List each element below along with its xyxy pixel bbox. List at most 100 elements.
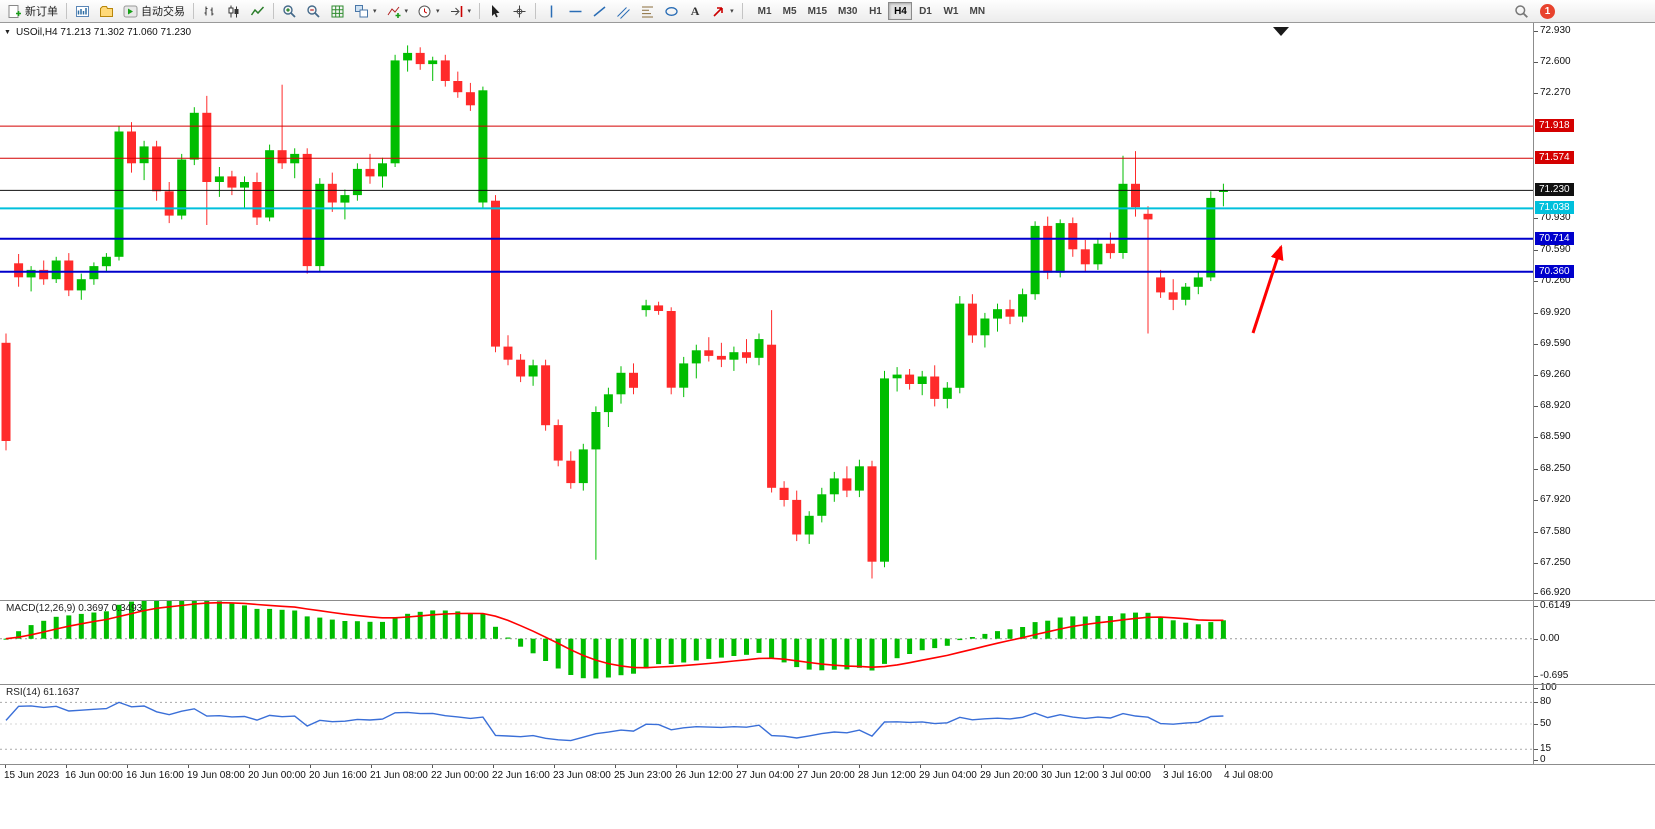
market-watch-button[interactable] — [71, 1, 94, 21]
indicators-button[interactable]: ▾ — [382, 1, 413, 21]
timeframe-d1-button[interactable]: D1 — [913, 2, 937, 20]
price-tick-label: 72.600 — [1540, 56, 1571, 67]
autotrade-button[interactable]: 自动交易 — [119, 1, 189, 21]
candlestick-chart[interactable] — [0, 23, 1533, 600]
search-button[interactable] — [1510, 2, 1533, 22]
periods-button[interactable]: ▾ — [413, 1, 444, 21]
one-click-collapse-icon[interactable]: ▼ — [4, 29, 11, 36]
timeframe-m1-button[interactable]: M1 — [753, 2, 777, 20]
grid-button[interactable] — [326, 1, 349, 21]
crosshair-icon — [512, 4, 527, 19]
tile-windows-icon — [354, 4, 369, 19]
time-axis-label: 27 Jun 20:00 — [797, 770, 855, 781]
ellipse-icon — [664, 4, 679, 19]
timeframe-h1-button[interactable]: H1 — [863, 2, 887, 20]
cursor-icon — [488, 4, 503, 19]
trendline-tool-button[interactable] — [588, 1, 611, 21]
time-axis-label: 22 Jun 16:00 — [492, 770, 550, 781]
time-axis-label: 15 Jun 2023 — [4, 770, 60, 781]
zoom-out-button[interactable] — [302, 1, 325, 21]
rsi-tick-label: 0 — [1540, 754, 1546, 765]
time-axis-label: 26 Jun 12:00 — [675, 770, 733, 781]
timeframe-m15-button[interactable]: M15 — [803, 2, 832, 20]
time-axis-label: 4 Jul 08:00 — [1224, 770, 1273, 781]
price-tick-label: 66.920 — [1540, 587, 1571, 598]
chart-symbol-label: ▼ USOil,H4 71.213 71.302 71.060 71.230 — [4, 27, 191, 38]
toolbar-separator — [741, 3, 743, 19]
toolbar-separator — [66, 3, 67, 19]
ohlc-b bars-icon — [202, 4, 217, 19]
price-tick-label: 69.590 — [1540, 338, 1571, 349]
chevron-down-icon: ▾ — [436, 7, 440, 15]
chevron-down-icon: ▾ — [730, 7, 734, 15]
channel-icon — [616, 4, 631, 19]
vertical-line-tool-button[interactable] — [540, 1, 563, 21]
new-order-icon — [7, 4, 22, 19]
text-tool-button[interactable]: A — [684, 1, 706, 21]
price-axis[interactable]: 72.930 72.600 72.270 70.930 70.590 70.260 69.9… — [1533, 23, 1655, 765]
price-level-badge: 71.918 — [1535, 119, 1574, 132]
new-order-label: 新订单 — [25, 6, 58, 18]
zoom-in-button[interactable] — [278, 1, 301, 21]
timeframe-mn-button[interactable]: MN — [964, 2, 990, 20]
horizontal-line-tool-button[interactable] — [564, 1, 587, 21]
rsi-tick-label: 15 — [1540, 743, 1552, 754]
time-axis[interactable]: 15 Jun 2023 16 Jun 00:00 16 Jun 16:00 19 Ju… — [0, 765, 1533, 789]
timeframe-m5-button[interactable]: M5 — [778, 2, 802, 20]
time-axis-label: 22 Jun 00:00 — [431, 770, 489, 781]
chevron-down-icon: ▾ — [404, 7, 409, 15]
cursor-button[interactable] — [484, 1, 507, 21]
time-axis-label: 21 Jun 08:00 — [370, 770, 428, 781]
templates-button[interactable]: ▾ — [445, 1, 476, 21]
price-level-badge: 70.714 — [1535, 232, 1574, 245]
toolbar-right-group: 1 — [1510, 1, 1555, 22]
line-chart-mode-button[interactable] — [246, 1, 269, 21]
price-tick-label: 69.260 — [1540, 369, 1571, 380]
timeframe-w1-button[interactable]: W1 — [938, 2, 963, 20]
search-icon — [1514, 4, 1529, 19]
time-axis-label: 25 Jun 23:00 — [614, 770, 672, 781]
price-tick-label: 70.260 — [1540, 275, 1571, 286]
price-chart-panel[interactable]: ▼ USOil,H4 71.213 71.302 71.060 71.230 — [0, 23, 1533, 600]
macd-chart — [0, 601, 1533, 679]
time-axis-label: 29 Jun 20:00 — [980, 770, 1038, 781]
profiles-button[interactable] — [95, 1, 118, 21]
bar-chart-mode-button[interactable] — [198, 1, 221, 21]
main-toolbar: 新订单 自动交易 — [0, 0, 1655, 23]
candlestick-icon — [226, 4, 241, 19]
time-axis-label: 19 Jun 08:00 — [187, 770, 245, 781]
price-tick-label: 72.930 — [1540, 25, 1571, 36]
new-order-button[interactable]: 新订单 — [3, 1, 62, 21]
chart-shift-icon — [449, 4, 464, 19]
rsi-panel[interactable]: RSI(14) 61.1637 — [0, 685, 1533, 764]
panel-resize-handle[interactable] — [0, 684, 1655, 685]
rsi-tick-label: 100 — [1540, 682, 1557, 693]
arrows-tool-button[interactable]: ▾ — [707, 1, 738, 21]
channel-tool-button[interactable] — [612, 1, 635, 21]
candlestick-mode-button[interactable] — [222, 1, 245, 21]
shapes-tool-button[interactable] — [660, 1, 683, 21]
time-axis-label: 30 Jun 12:00 — [1041, 770, 1099, 781]
macd-tick-label: 0.00 — [1540, 633, 1560, 644]
trendline-icon — [592, 4, 607, 19]
clock-icon — [417, 4, 432, 19]
timeframe-h4-button[interactable]: H4 — [888, 2, 913, 20]
zoom-in-icon — [282, 4, 297, 19]
zoom-out-icon — [306, 4, 321, 19]
panel-resize-handle[interactable] — [0, 600, 1655, 601]
time-axis-label: 16 Jun 16:00 — [126, 770, 184, 781]
macd-panel[interactable]: MACD(12,26,9) 0.3697 0.3493 — [0, 601, 1533, 684]
text-tool-icon: A — [690, 3, 700, 18]
time-axis-border — [0, 764, 1655, 765]
tile-windows-button[interactable]: ▾ — [350, 1, 381, 21]
crosshair-button[interactable] — [508, 1, 531, 21]
indicators-icon — [386, 4, 401, 19]
timeframe-m30-button[interactable]: M30 — [833, 2, 862, 20]
toolbar-separator — [273, 3, 274, 19]
fibonacci-tool-button[interactable] — [636, 1, 659, 21]
time-axis-label: 29 Jun 04:00 — [919, 770, 977, 781]
notification-badge[interactable]: 1 — [1540, 4, 1555, 19]
arrow-object-icon — [711, 4, 726, 19]
price-tick-label: 69.920 — [1540, 307, 1571, 318]
rsi-chart — [0, 701, 1533, 750]
